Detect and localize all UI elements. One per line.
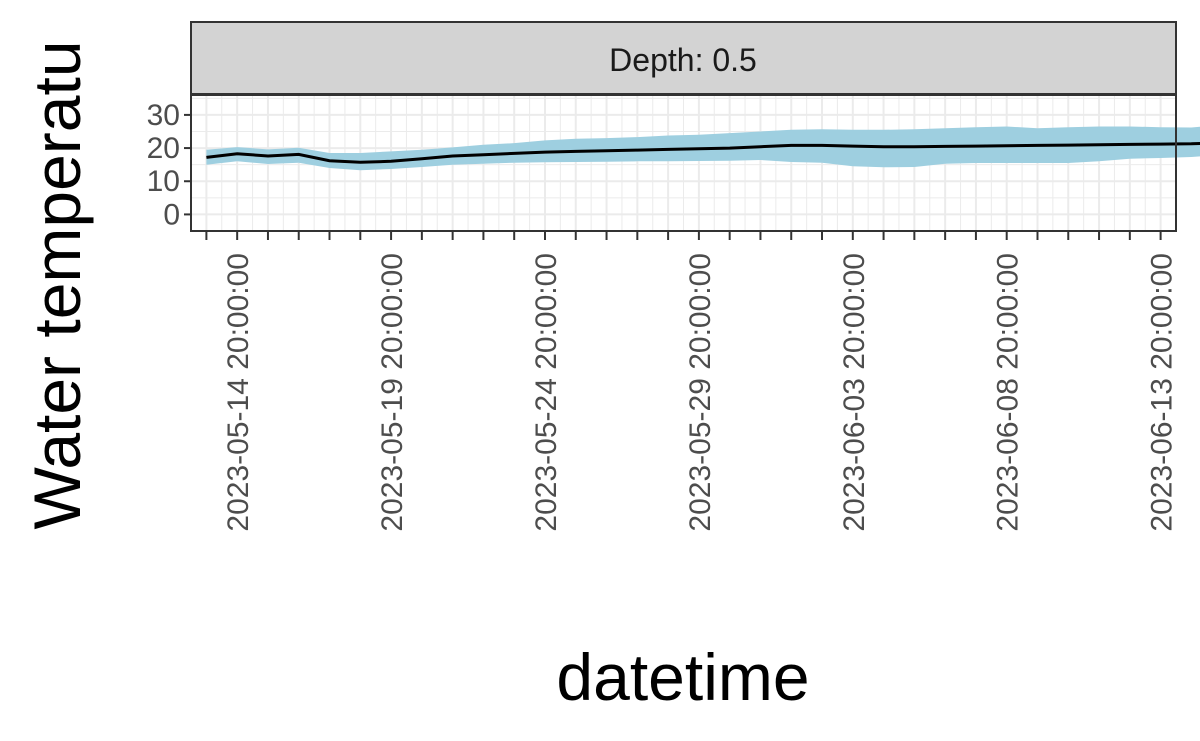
x-tick-label: 2023-05-24 20:00:00 [530, 253, 563, 532]
y-tick-label: 10 [147, 165, 180, 198]
facet-strip-background [190, 21, 1177, 95]
x-tick-label: 2023-06-13 20:00:00 [1146, 253, 1179, 532]
x-axis-title: datetime [556, 640, 809, 714]
y-axis-title: Water temperatu [20, 40, 94, 529]
x-tick-label: 2023-05-19 20:00:00 [376, 253, 409, 532]
y-tick-label: 0 [163, 198, 180, 231]
x-tick-label: 2023-06-08 20:00:00 [992, 253, 1025, 532]
facet-label: Depth: 0.5 [609, 42, 757, 78]
y-tick-label: 30 [147, 99, 180, 132]
x-tick-label: 2023-05-29 20:00:00 [684, 253, 717, 532]
x-axis: 2023-05-14 20:00:00 2023-05-19 20:00:00 20… [205, 231, 1179, 532]
x-tick-label: 2023-05-14 20:00:00 [222, 253, 255, 532]
series-line [206, 142, 1200, 164]
plot-panel [190, 94, 1200, 232]
panel-border [190, 94, 1177, 232]
x-tick-label: 2023-06-03 20:00:00 [838, 253, 871, 532]
y-tick-label: 20 [147, 132, 180, 165]
facet-strip: Depth: 0.5 [190, 21, 1177, 95]
